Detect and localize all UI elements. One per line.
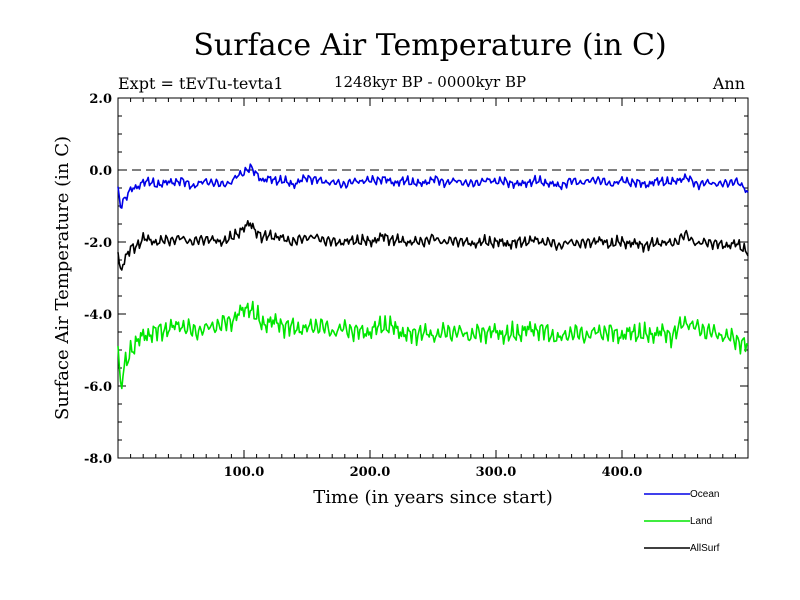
legend-label-land: Land (690, 516, 712, 527)
y-tick-label: -6.0 (84, 380, 112, 395)
x-axis-title: Time (in years since start) (313, 487, 553, 508)
plot-frame (117, 97, 749, 459)
x-tick-label: 300.0 (476, 465, 517, 480)
x-tick-label: 200.0 (350, 465, 391, 480)
series-line-land (117, 300, 749, 390)
series-line-allsurf (117, 220, 749, 271)
series-line-ocean (117, 163, 749, 209)
x-tick-label: 400.0 (602, 465, 643, 480)
y-tick-label: 0.0 (89, 164, 112, 179)
x-tick-label: 100.0 (224, 465, 265, 480)
chart-title: Surface Air Temperature (in C) (193, 28, 667, 63)
legend-label-allsurf: AllSurf (690, 543, 720, 554)
legend-label-ocean: Ocean (690, 489, 719, 500)
y-tick-label: -2.0 (84, 236, 112, 251)
period-label: Ann (712, 74, 745, 93)
y-tick-label: -8.0 (84, 452, 112, 467)
experiment-label: Expt = tEvTu-tevta1 (118, 74, 284, 93)
y-axis-title: Surface Air Temperature (in C) (52, 136, 73, 420)
chart-subtitle: 1248kyr BP - 0000kyr BP (333, 73, 527, 91)
y-tick-label: 2.0 (89, 92, 112, 107)
y-tick-label: -4.0 (84, 308, 112, 323)
